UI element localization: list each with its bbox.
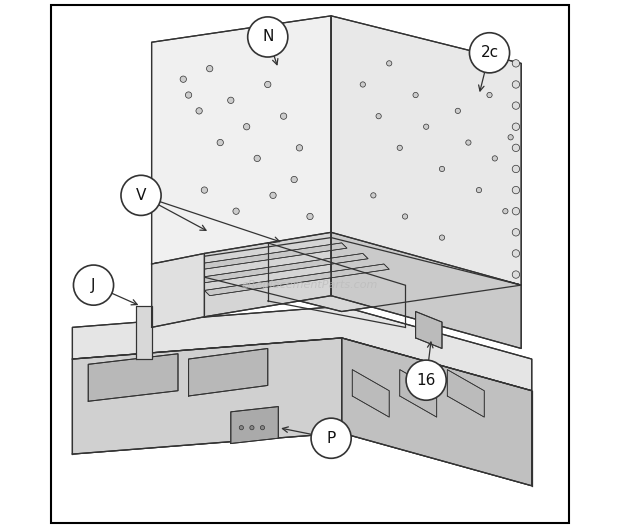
Circle shape [260, 426, 265, 430]
Circle shape [440, 235, 445, 240]
Circle shape [228, 97, 234, 103]
Circle shape [376, 114, 381, 119]
Text: 2c: 2c [480, 45, 498, 60]
Circle shape [512, 81, 520, 88]
Circle shape [512, 250, 520, 257]
Circle shape [512, 229, 520, 236]
Text: V: V [136, 188, 146, 203]
Circle shape [503, 209, 508, 214]
Polygon shape [205, 264, 389, 296]
Polygon shape [88, 354, 178, 401]
Circle shape [423, 124, 429, 129]
Circle shape [360, 82, 365, 87]
Circle shape [476, 187, 482, 193]
Polygon shape [400, 370, 436, 417]
Circle shape [254, 155, 260, 162]
Polygon shape [152, 238, 521, 312]
Text: 16: 16 [417, 373, 436, 388]
Polygon shape [205, 232, 331, 317]
Polygon shape [136, 306, 152, 359]
Circle shape [296, 145, 303, 151]
Circle shape [455, 108, 461, 114]
Polygon shape [162, 243, 347, 275]
Circle shape [244, 124, 250, 130]
Polygon shape [331, 232, 521, 348]
Polygon shape [231, 407, 278, 444]
Circle shape [440, 166, 445, 172]
Circle shape [402, 214, 408, 219]
Polygon shape [352, 370, 389, 417]
Circle shape [73, 265, 113, 305]
Circle shape [512, 271, 520, 278]
Polygon shape [447, 370, 484, 417]
Circle shape [307, 213, 313, 220]
Polygon shape [152, 16, 331, 264]
Circle shape [386, 61, 392, 66]
Circle shape [311, 418, 351, 458]
Text: J: J [91, 278, 95, 293]
Circle shape [371, 193, 376, 198]
Circle shape [121, 175, 161, 215]
Circle shape [248, 17, 288, 57]
Circle shape [196, 108, 202, 114]
Circle shape [180, 76, 187, 82]
Polygon shape [415, 312, 442, 348]
Circle shape [185, 92, 192, 98]
Polygon shape [184, 253, 368, 285]
Circle shape [270, 192, 276, 199]
Circle shape [217, 139, 223, 146]
FancyBboxPatch shape [51, 5, 569, 523]
Circle shape [512, 208, 520, 215]
Circle shape [202, 187, 208, 193]
Text: eReplacementParts.com: eReplacementParts.com [242, 280, 378, 290]
Polygon shape [342, 338, 532, 486]
Text: P: P [327, 431, 336, 446]
Circle shape [413, 92, 418, 98]
Circle shape [492, 156, 497, 161]
Text: N: N [262, 30, 273, 44]
Circle shape [512, 144, 520, 152]
Circle shape [239, 426, 244, 430]
Circle shape [265, 81, 271, 88]
Circle shape [512, 186, 520, 194]
Circle shape [291, 176, 298, 183]
Circle shape [466, 140, 471, 145]
Circle shape [512, 102, 520, 109]
Circle shape [512, 123, 520, 130]
Circle shape [250, 426, 254, 430]
Circle shape [397, 145, 402, 150]
Polygon shape [73, 306, 532, 391]
Circle shape [233, 208, 239, 214]
Circle shape [512, 165, 520, 173]
Polygon shape [188, 348, 268, 396]
Circle shape [469, 33, 510, 73]
Circle shape [280, 113, 287, 119]
Circle shape [508, 135, 513, 140]
Circle shape [206, 65, 213, 72]
Polygon shape [331, 16, 521, 285]
Polygon shape [152, 253, 205, 327]
Circle shape [487, 92, 492, 98]
Circle shape [512, 60, 520, 67]
Polygon shape [73, 338, 342, 454]
Circle shape [406, 360, 446, 400]
